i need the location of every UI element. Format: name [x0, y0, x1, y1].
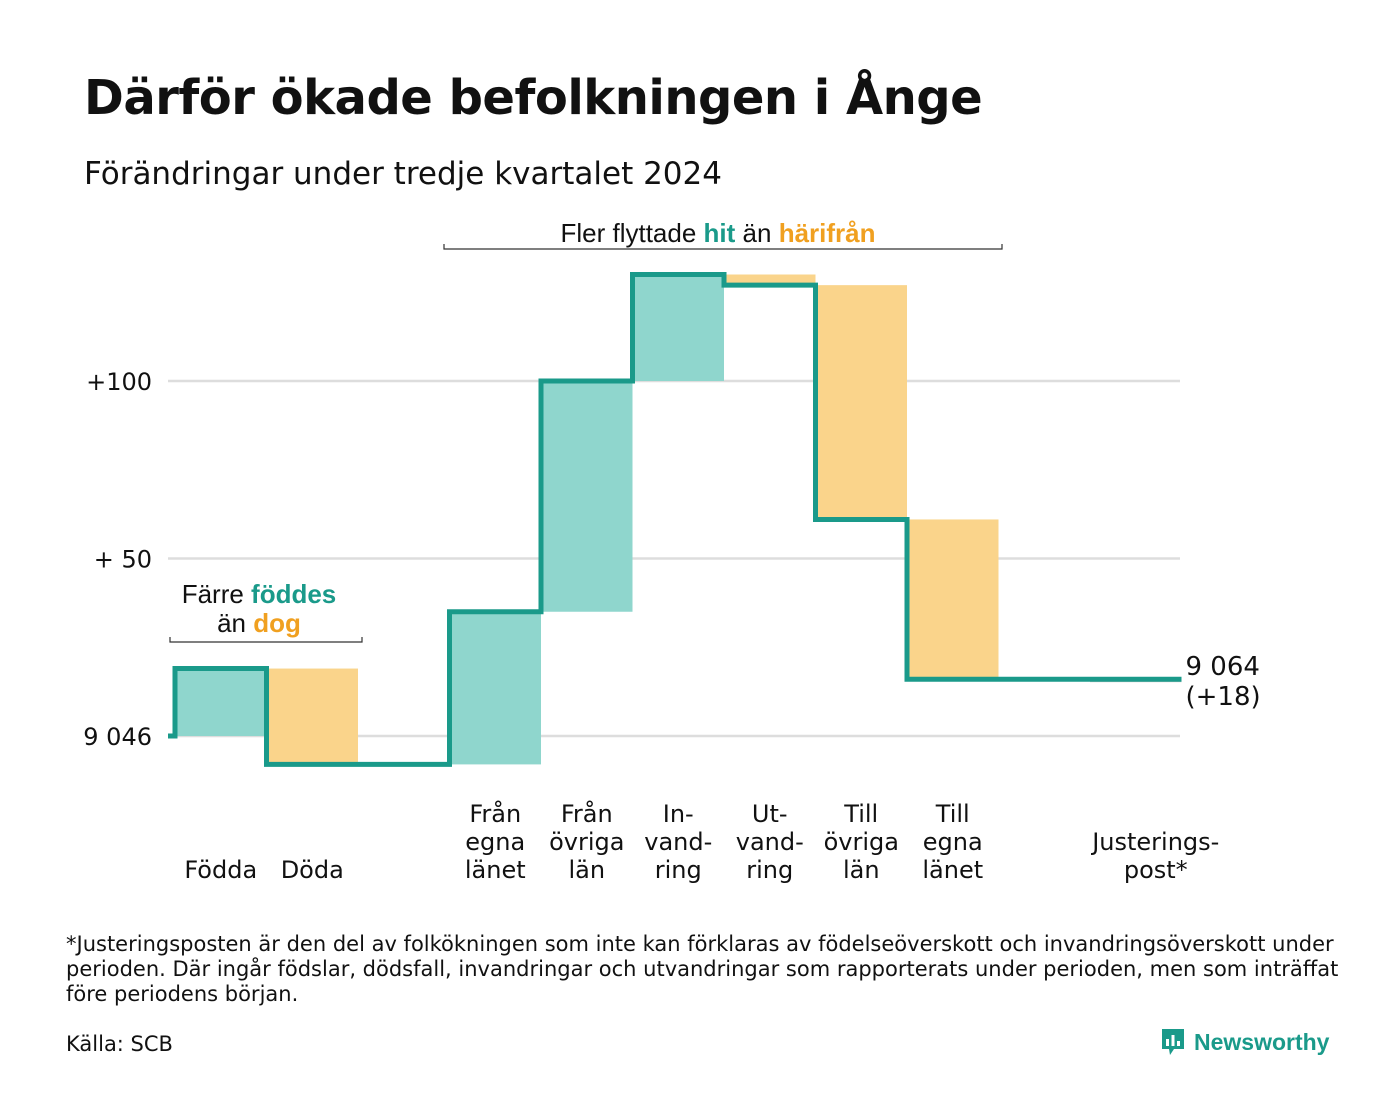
category-label: länet [922, 856, 983, 884]
source-label: Källa: SCB [66, 1032, 173, 1056]
y-tick-label: +100 [86, 368, 152, 396]
category-label: Födda [184, 856, 257, 884]
category-label: övriga [549, 828, 624, 856]
annotation-births-deaths: Färre föddes [182, 579, 337, 609]
footnote: *Justeringsposten är den del av folkökni… [66, 932, 1339, 1006]
category-label: In- [663, 800, 694, 828]
brand-logo: Newsworthy [1160, 1027, 1329, 1057]
bar-tillegnalänet [907, 519, 999, 680]
annotation-migration: Fler flyttade hit än härifrån [560, 218, 875, 248]
category-label: ring [655, 856, 702, 884]
category-label: vand- [736, 828, 804, 856]
annotation-births-deaths-line2: än dog [217, 608, 301, 638]
category-label: Från [561, 799, 613, 828]
bar-utvandring [724, 274, 816, 286]
line-layer [168, 272, 1182, 767]
category-label: vand- [644, 828, 712, 856]
category-label: Till [935, 800, 970, 828]
category-label: egna [923, 828, 983, 856]
category-label: Justerings- [1090, 828, 1219, 856]
chart-title: Därför ökade befolkningen i Ånge [84, 70, 983, 126]
end-value-label: 9 064 [1186, 652, 1260, 682]
category-label: Från [469, 799, 521, 828]
y-tick-label: + 50 [94, 546, 152, 574]
bracket-migration [443, 244, 1003, 250]
bar-frånegnalänet [449, 611, 541, 765]
bar-layer [175, 274, 1182, 765]
bar-döda [266, 668, 358, 765]
bracket-births-deaths [169, 637, 363, 643]
category-label: Döda [281, 856, 344, 884]
category-label: län [843, 856, 880, 884]
category-label: post* [1124, 856, 1188, 884]
category-label: län [568, 856, 605, 884]
end-change-label: (+18) [1186, 682, 1261, 712]
category-label: länet [465, 856, 526, 884]
y-tick-label: 9 046 [83, 723, 152, 751]
bar-födda [175, 668, 267, 736]
bar-frånövrigalän [541, 381, 633, 612]
newsworthy-logo-icon [1162, 1029, 1184, 1055]
category-label: Ut- [752, 800, 788, 828]
category-label: ring [746, 856, 793, 884]
bar-invandring [632, 274, 724, 381]
brand-name: Newsworthy [1194, 1028, 1330, 1055]
bar-tillövrigalän [815, 285, 907, 520]
category-label: övriga [824, 828, 899, 856]
cumulative-step-line [168, 272, 1182, 767]
category-label: egna [465, 828, 525, 856]
category-label: Till [843, 800, 878, 828]
chart-subtitle: Förändringar under tredje kvartalet 2024 [84, 156, 722, 192]
